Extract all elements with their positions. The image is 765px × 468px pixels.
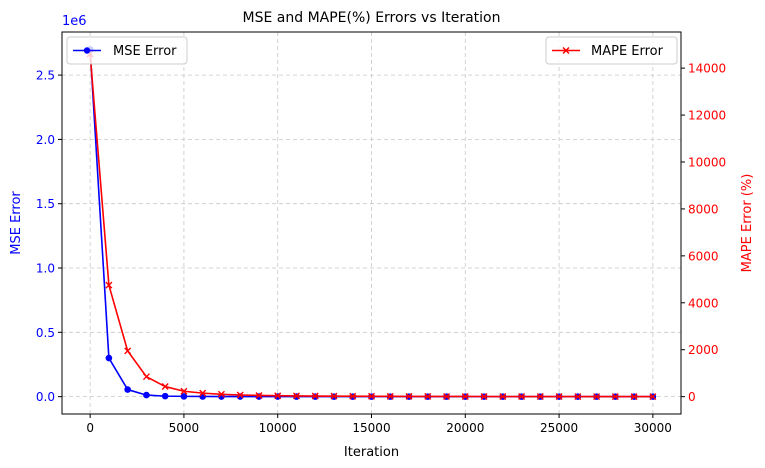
- mape-point: [142, 373, 150, 381]
- right-tick-label: 4000: [688, 296, 719, 310]
- right-tick-label: 6000: [688, 249, 719, 263]
- series-layer: [86, 46, 657, 401]
- mape-point: [368, 392, 375, 400]
- left-tick-label: 1.0: [36, 262, 55, 276]
- mse-point: [255, 393, 263, 400]
- mape-point: [536, 393, 544, 401]
- mse-point: [105, 354, 113, 362]
- right-tick-label: 2000: [688, 343, 719, 357]
- mse-point: [124, 386, 131, 393]
- mape-point: [649, 393, 657, 401]
- right-tick-label: 0: [688, 390, 696, 404]
- mape-point: [630, 393, 638, 401]
- mse-point: [143, 391, 150, 399]
- legend-mse-label: MSE Error: [113, 44, 177, 59]
- mape-point: [105, 281, 113, 289]
- right-tick-label: 10000: [688, 155, 726, 169]
- mse-point: [199, 393, 206, 400]
- left-tick-label: 0.0: [36, 390, 55, 404]
- mse-point: [161, 392, 169, 400]
- right-tick-label: 8000: [688, 202, 719, 216]
- x-tick-label: 25000: [540, 421, 578, 435]
- mape-point: [311, 392, 319, 400]
- legend-mse: MSE Error: [66, 36, 188, 65]
- left-axis-offset-label: 1e6: [62, 14, 87, 29]
- mape-point: [255, 391, 263, 399]
- mape-point: [199, 389, 207, 397]
- chart-title: MSE and MAPE(%) Errors vs Iteration: [243, 10, 501, 26]
- mape-point: [405, 392, 413, 400]
- mape-point: [555, 393, 563, 401]
- mape-point: [217, 390, 225, 398]
- mape-point: [386, 392, 394, 400]
- legend-mape: MAPE Error: [545, 36, 678, 65]
- mape-point: [499, 393, 507, 401]
- x-axis-label: Iteration: [344, 445, 399, 460]
- left-tick-label: 0.5: [36, 326, 55, 340]
- x-tick-label: 15000: [352, 421, 390, 435]
- mape-point: [292, 392, 300, 400]
- mape-point: [611, 393, 619, 401]
- x-tick-label: 5000: [169, 421, 200, 435]
- mape-point: [443, 392, 451, 400]
- axes: 0 5000 10000 15000 20000 25000 300000.00.51.01…: [36, 62, 726, 435]
- left-tick-label: 2.0: [36, 133, 55, 147]
- legend-mape-marker: [562, 46, 570, 55]
- x-tick-label: 30000: [634, 421, 672, 435]
- x-tick-label: 10000: [259, 421, 297, 435]
- mape-point: [180, 387, 188, 395]
- mape-point: [574, 393, 582, 401]
- mse-point: [180, 393, 188, 400]
- legend-mape-label: MAPE Error: [591, 44, 664, 59]
- mape-point: [161, 383, 169, 391]
- mape-point: [461, 392, 469, 400]
- left-tick-label: 2.5: [36, 69, 55, 83]
- x-tick-label: 20000: [446, 421, 484, 435]
- mape-point: [593, 393, 601, 401]
- mape-point: [480, 393, 488, 400]
- mape-point: [330, 392, 338, 400]
- mape-point: [518, 393, 526, 401]
- mape-point: [124, 347, 132, 355]
- x-tick-label: 0: [86, 421, 94, 435]
- right-tick-label: 12000: [688, 109, 726, 123]
- left-tick-label: 1.5: [36, 197, 55, 211]
- right-axis-label: MAPE Error (%): [740, 174, 755, 273]
- mape-point: [424, 392, 432, 400]
- left-axis-label: MSE Error: [9, 191, 24, 255]
- mape-point: [236, 391, 244, 399]
- mape-point: [274, 392, 282, 400]
- legend-mse-marker: [83, 47, 91, 54]
- mape-point: [349, 392, 357, 400]
- right-tick-label: 14000: [688, 62, 726, 76]
